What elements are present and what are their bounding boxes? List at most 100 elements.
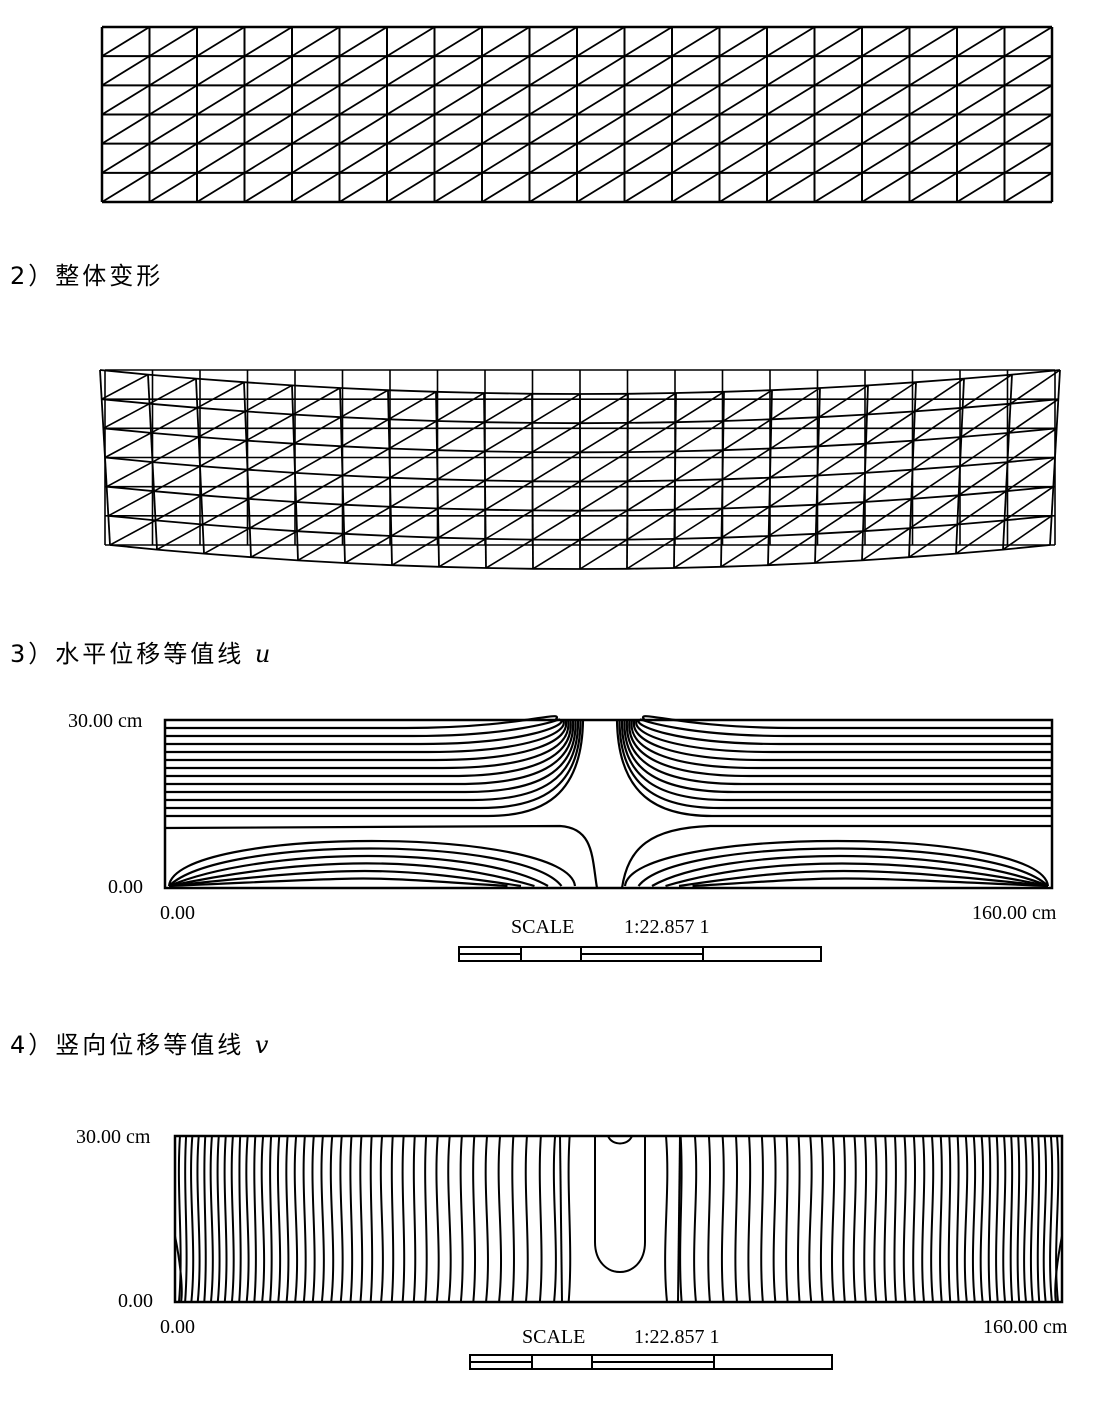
v-contour-line bbox=[304, 1136, 306, 1302]
v-contour-line bbox=[748, 1136, 750, 1302]
mesh-diagonal-line bbox=[625, 115, 673, 144]
mesh-diagonal-line bbox=[767, 173, 815, 202]
mesh-diagonal-line bbox=[387, 115, 435, 144]
v-contour-line bbox=[1038, 1136, 1039, 1302]
mesh-diagonal-line bbox=[1005, 27, 1053, 56]
mesh-diagonal-line bbox=[577, 56, 625, 85]
u-scale-value: 1:22.857 1 bbox=[624, 916, 710, 939]
v-contour-line bbox=[278, 1136, 280, 1302]
mesh-diagonal-line bbox=[625, 85, 673, 114]
deformed-diagonal-line bbox=[102, 375, 148, 400]
v-contour-line bbox=[665, 1136, 667, 1302]
deformed-diagonal-line bbox=[627, 539, 674, 569]
deformed-mesh-svg bbox=[0, 340, 1100, 600]
mesh-diagonal-line bbox=[720, 27, 768, 56]
mesh-diagonal-line bbox=[340, 85, 388, 114]
v-contour-line bbox=[809, 1136, 811, 1302]
v-y-bottom-label: 0.00 bbox=[118, 1290, 153, 1313]
v-contour-line bbox=[1018, 1136, 1020, 1302]
deformed-diagonal-line bbox=[297, 505, 343, 532]
deformed-diagonal-line bbox=[724, 390, 773, 421]
mesh-diagonal-line bbox=[1005, 56, 1053, 85]
v-contour-line bbox=[957, 1136, 959, 1302]
deformed-diagonal-line bbox=[722, 507, 770, 538]
mesh-diagonal-line bbox=[197, 85, 245, 114]
deformed-diagonal-line bbox=[627, 510, 675, 540]
v-contour-line bbox=[560, 1136, 562, 1302]
deformed-diagonal-line bbox=[723, 448, 771, 479]
v-plot-frame bbox=[175, 1136, 1062, 1302]
mesh-diagonal-line bbox=[482, 144, 530, 173]
deformed-diagonal-line bbox=[961, 404, 1010, 437]
v-contour-line bbox=[554, 1136, 556, 1302]
mesh-diagonal-line bbox=[435, 56, 483, 85]
v-variable: v bbox=[255, 1031, 272, 1059]
deformed-diagonal-line bbox=[389, 421, 436, 448]
deformed-diagonal-line bbox=[956, 520, 1005, 553]
deformed-diagonal-line bbox=[293, 388, 340, 415]
mesh-diagonal-line bbox=[435, 27, 483, 56]
deformed-diagonal-line bbox=[675, 450, 723, 480]
v-contour-line bbox=[965, 1136, 967, 1302]
v-x-right-label: 160.00 cm bbox=[983, 1316, 1067, 1339]
mesh-diagonal-line bbox=[435, 173, 483, 202]
v-contour-line bbox=[874, 1136, 876, 1302]
deformed-diagonal-line bbox=[628, 422, 676, 452]
deformed-diagonal-line bbox=[110, 520, 156, 545]
mesh-diagonal-line bbox=[150, 56, 198, 85]
u-contour-line bbox=[643, 716, 1052, 728]
mesh-diagonal-line bbox=[672, 115, 720, 144]
deformed-diagonal-line bbox=[769, 476, 817, 507]
deformed-diagonal-line bbox=[675, 421, 723, 451]
deformed-diagonal-line bbox=[345, 536, 391, 563]
u-contour-panel: 30.00 cm 0.00 0.00 160.00 cm SCALE 1:22.… bbox=[0, 700, 1100, 980]
mesh-diagonal-line bbox=[482, 173, 530, 202]
v-contour-line bbox=[204, 1136, 205, 1302]
v-contour-line bbox=[540, 1136, 542, 1302]
v-contour-line bbox=[981, 1136, 983, 1302]
deformed-diagonal-line bbox=[963, 375, 1012, 408]
v-contour-line bbox=[904, 1136, 906, 1302]
deformed-diagonal-line bbox=[580, 481, 628, 510]
mesh-diagonal-line bbox=[862, 144, 910, 173]
v-contour-line bbox=[295, 1136, 297, 1302]
deformed-diagonal-line bbox=[485, 423, 533, 451]
deformed-diagonal-line bbox=[486, 510, 533, 538]
mesh-diagonal-line bbox=[862, 173, 910, 202]
v-contour-line bbox=[821, 1136, 823, 1302]
deformed-diagonal-line bbox=[628, 393, 676, 423]
mesh-diagonal-line bbox=[197, 173, 245, 202]
deformed-diagonal-line bbox=[296, 476, 343, 503]
v-contour-line bbox=[843, 1136, 845, 1302]
mesh-diagonal-line bbox=[530, 85, 578, 114]
v-contour-line bbox=[185, 1136, 186, 1302]
deformed-diagonal-line bbox=[342, 419, 389, 446]
mesh-diagonal-line bbox=[815, 27, 863, 56]
v-contour-line bbox=[996, 1136, 998, 1302]
u-contour-caption: 3）水平位移等值线 u bbox=[10, 634, 273, 669]
mesh-diagonal-line bbox=[292, 173, 340, 202]
mesh-diagonal-line bbox=[767, 85, 815, 114]
u-y-top-label: 30.00 cm bbox=[68, 710, 142, 733]
v-contour-line bbox=[885, 1136, 887, 1302]
mesh-diagonal-line bbox=[340, 144, 388, 173]
mesh-diagonal-line bbox=[102, 144, 150, 173]
v-contour-line bbox=[569, 1136, 571, 1302]
v-contour-line bbox=[340, 1136, 342, 1302]
mesh-diagonal-line bbox=[720, 56, 768, 85]
deformed-diagonal-line bbox=[723, 419, 771, 450]
mesh-grid bbox=[102, 27, 1052, 202]
deformed-diagonal-line bbox=[628, 451, 676, 481]
u-contour-line bbox=[165, 720, 566, 760]
v-contour-line bbox=[786, 1136, 787, 1302]
deformed-diagonal-line bbox=[911, 466, 960, 499]
mesh-diagonal-line bbox=[910, 173, 958, 202]
mesh-diagonal-line bbox=[292, 144, 340, 173]
mesh-diagonal-line bbox=[530, 27, 578, 56]
mesh-diagonal-line bbox=[767, 56, 815, 85]
mesh-diagonal-line bbox=[862, 27, 910, 56]
deformed-diagonal-line bbox=[201, 470, 247, 496]
deformed-diagonal-line bbox=[103, 404, 149, 429]
deformed-diagonal-line bbox=[675, 479, 723, 509]
deformed-diagonal-line bbox=[910, 495, 959, 528]
